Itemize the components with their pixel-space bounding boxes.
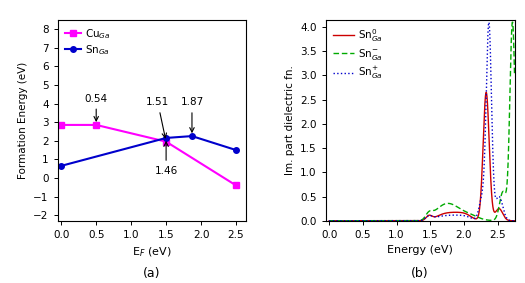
Legend: Sn$_{Ga}^{0}$, Sn$_{Ga}^{-}$, Sn$_{Ga}^{+}$: Sn$_{Ga}^{0}$, Sn$_{Ga}^{-}$, Sn$_{Ga}^{… bbox=[331, 25, 385, 83]
Sn$_{Ga}^{-}$ bbox=[447, 202, 453, 205]
Sn$_{Ga}^{+}$ bbox=[326, 219, 332, 222]
Sn$_{Ga}^{-}$ bbox=[397, 219, 403, 222]
Sn$_{Ga}^{0}$ bbox=[437, 213, 444, 216]
Sn$_{Ga}$ bbox=[58, 164, 65, 168]
Cu$_{Ga}$ bbox=[163, 140, 169, 143]
Sn$_{Ga}^{+}$ bbox=[360, 219, 366, 222]
Text: 1.87: 1.87 bbox=[181, 97, 204, 132]
Sn$_{Ga}^{+}$ bbox=[511, 219, 518, 222]
Cu$_{Ga}$ bbox=[58, 123, 65, 127]
Sn$_{Ga}^{0}$ bbox=[326, 219, 332, 222]
Text: (b): (b) bbox=[411, 267, 429, 280]
Y-axis label: Formation Energy (eV): Formation Energy (eV) bbox=[18, 62, 28, 179]
Sn$_{Ga}^{-}$ bbox=[464, 211, 470, 214]
Sn$_{Ga}^{+}$ bbox=[437, 215, 444, 218]
Sn$_{Ga}^{0}$ bbox=[447, 211, 453, 214]
Sn$_{Ga}$ bbox=[233, 148, 239, 152]
Text: 1.51: 1.51 bbox=[146, 97, 170, 138]
Line: Sn$_{Ga}^{0}$: Sn$_{Ga}^{0}$ bbox=[329, 92, 514, 221]
X-axis label: E$_F$ (eV): E$_F$ (eV) bbox=[132, 245, 172, 259]
Sn$_{Ga}^{0}$ bbox=[360, 219, 366, 222]
Sn$_{Ga}^{+}$ bbox=[464, 215, 470, 218]
Sn$_{Ga}$ bbox=[189, 134, 195, 138]
Sn$_{Ga}^{0}$ bbox=[464, 213, 470, 216]
Line: Sn$_{Ga}^{+}$: Sn$_{Ga}^{+}$ bbox=[329, 22, 514, 221]
Line: Sn$_{Ga}$: Sn$_{Ga}$ bbox=[58, 133, 239, 169]
Legend: Cu$_{Ga}$, Sn$_{Ga}$: Cu$_{Ga}$, Sn$_{Ga}$ bbox=[63, 25, 112, 59]
Cu$_{Ga}$ bbox=[93, 123, 99, 127]
Sn$_{Ga}^{0}$ bbox=[397, 219, 403, 222]
Sn$_{Ga}^{-}$ bbox=[326, 219, 332, 222]
Line: Sn$_{Ga}^{-}$: Sn$_{Ga}^{-}$ bbox=[329, 22, 514, 221]
Line: Cu$_{Ga}$: Cu$_{Ga}$ bbox=[58, 122, 239, 188]
Y-axis label: Im. part dielectric fn.: Im. part dielectric fn. bbox=[285, 65, 295, 175]
Sn$_{Ga}^{-}$ bbox=[511, 72, 518, 75]
Sn$_{Ga}^{+}$ bbox=[478, 194, 485, 197]
Text: 1.46: 1.46 bbox=[154, 142, 178, 176]
Sn$_{Ga}^{0}$ bbox=[478, 180, 485, 183]
Sn$_{Ga}^{0}$ bbox=[483, 91, 489, 94]
Sn$_{Ga}$ bbox=[163, 136, 169, 140]
Sn$_{Ga}^{-}$ bbox=[360, 219, 366, 222]
Sn$_{Ga}^{0}$ bbox=[511, 219, 518, 222]
X-axis label: Energy (eV): Energy (eV) bbox=[387, 245, 453, 255]
Cu$_{Ga}$ bbox=[233, 184, 239, 187]
Text: (a): (a) bbox=[143, 267, 161, 280]
Text: 0.54: 0.54 bbox=[85, 93, 108, 121]
Sn$_{Ga}^{+}$ bbox=[397, 219, 403, 222]
Sn$_{Ga}^{-}$ bbox=[509, 21, 516, 24]
Sn$_{Ga}^{-}$ bbox=[437, 205, 444, 208]
Sn$_{Ga}^{-}$ bbox=[478, 217, 485, 220]
Sn$_{Ga}^{+}$ bbox=[447, 214, 453, 217]
Sn$_{Ga}^{+}$ bbox=[486, 21, 492, 24]
